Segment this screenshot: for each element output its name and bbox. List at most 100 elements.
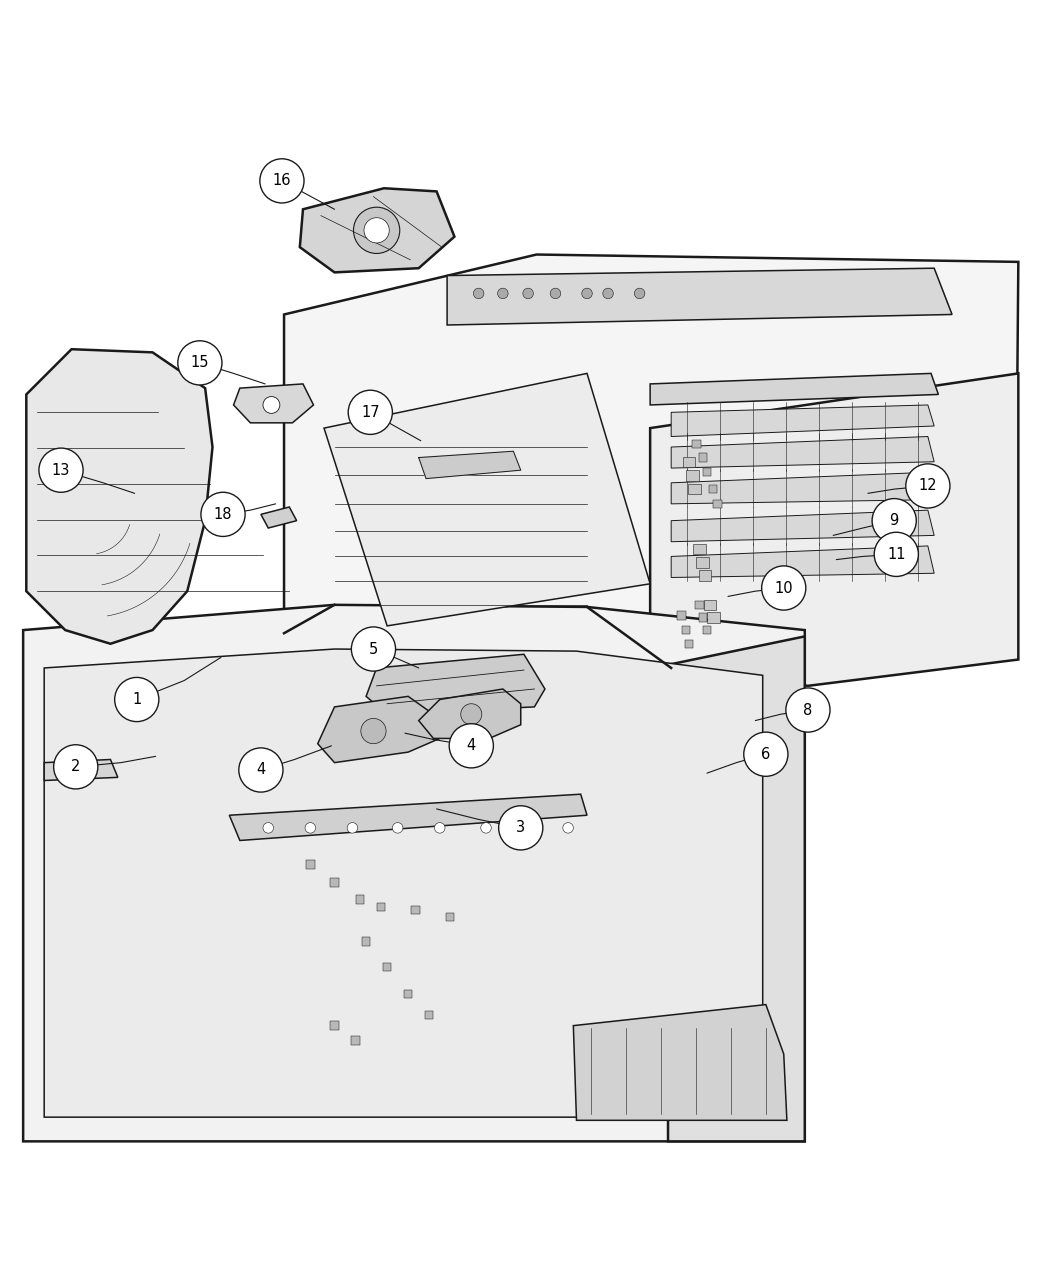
Bar [330,1022,339,1029]
Polygon shape [650,373,938,405]
Text: 2: 2 [72,760,80,774]
Bar [306,861,315,868]
Polygon shape [650,373,1018,686]
Circle shape [263,822,274,833]
Bar [703,626,711,635]
Bar [685,640,693,647]
Bar [362,937,370,946]
Bar [686,470,699,480]
Bar [356,895,364,904]
Circle shape [348,391,392,434]
Bar [696,558,709,568]
Polygon shape [668,636,805,1142]
Circle shape [260,158,304,203]
Circle shape [481,822,491,833]
Circle shape [239,748,283,792]
Polygon shape [318,696,440,762]
Circle shape [498,289,508,299]
Circle shape [392,822,403,833]
Bar [709,485,717,493]
Circle shape [744,732,788,776]
Circle shape [762,566,806,610]
Polygon shape [671,437,934,469]
Bar [351,1036,360,1045]
Text: 15: 15 [190,355,209,370]
Polygon shape [234,384,313,423]
Bar [699,453,707,462]
Polygon shape [26,349,213,644]
Circle shape [582,289,592,299]
Circle shape [263,397,280,414]
Text: 4: 4 [467,738,476,753]
Circle shape [347,822,358,833]
Polygon shape [671,510,934,541]
Circle shape [434,822,445,833]
Text: 5: 5 [369,641,378,656]
Polygon shape [324,373,650,626]
Circle shape [351,627,396,672]
Text: 1: 1 [133,692,141,707]
Bar [383,963,391,971]
Text: 8: 8 [804,702,812,718]
Text: 10: 10 [774,581,793,595]
Polygon shape [671,472,934,504]
Text: 3: 3 [517,820,525,835]
Bar [446,913,454,922]
Polygon shape [419,451,521,479]
Circle shape [54,744,98,789]
Bar [330,879,339,886]
Polygon shape [23,605,805,1142]
Bar [688,484,701,494]
Text: 13: 13 [52,462,70,478]
Text: 4: 4 [257,762,265,778]
Circle shape [563,822,573,833]
Polygon shape [573,1005,787,1120]
Bar [699,570,711,581]
Polygon shape [366,654,545,714]
Circle shape [364,217,389,243]
Bar [377,903,385,911]
Polygon shape [671,547,934,577]
Polygon shape [419,690,521,738]
Circle shape [874,533,918,576]
Polygon shape [44,649,763,1117]
Circle shape [523,822,533,833]
Bar [707,612,720,623]
Bar [404,990,412,999]
Polygon shape [671,405,934,437]
Circle shape [115,677,159,722]
Bar [677,612,686,619]
Circle shape [201,492,245,536]
Text: 11: 11 [887,547,906,562]
Circle shape [39,448,83,492]
Circle shape [786,688,830,732]
Bar [713,499,722,508]
Circle shape [906,464,950,508]
Circle shape [353,207,400,253]
Polygon shape [44,760,118,780]
Polygon shape [284,254,1018,668]
Text: 6: 6 [762,747,770,761]
Circle shape [305,822,316,833]
Bar [693,544,706,554]
Bar [695,600,704,609]
Bar [683,456,695,467]
Text: 18: 18 [214,507,232,522]
Text: 17: 17 [361,405,380,420]
Bar [425,1011,433,1019]
Circle shape [449,724,493,767]
Circle shape [178,341,222,384]
Circle shape [499,806,543,850]
Bar [692,439,701,448]
Bar [411,905,420,914]
Polygon shape [261,507,297,529]
Bar [682,626,690,635]
Circle shape [361,719,386,743]
Circle shape [872,498,916,543]
Bar [699,613,707,622]
Text: 16: 16 [272,174,291,189]
Polygon shape [229,794,587,840]
Circle shape [461,704,482,725]
Circle shape [603,289,613,299]
Bar [703,469,711,476]
